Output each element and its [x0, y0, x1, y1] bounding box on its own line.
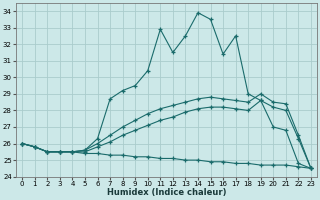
X-axis label: Humidex (Indice chaleur): Humidex (Indice chaleur)	[107, 188, 226, 197]
